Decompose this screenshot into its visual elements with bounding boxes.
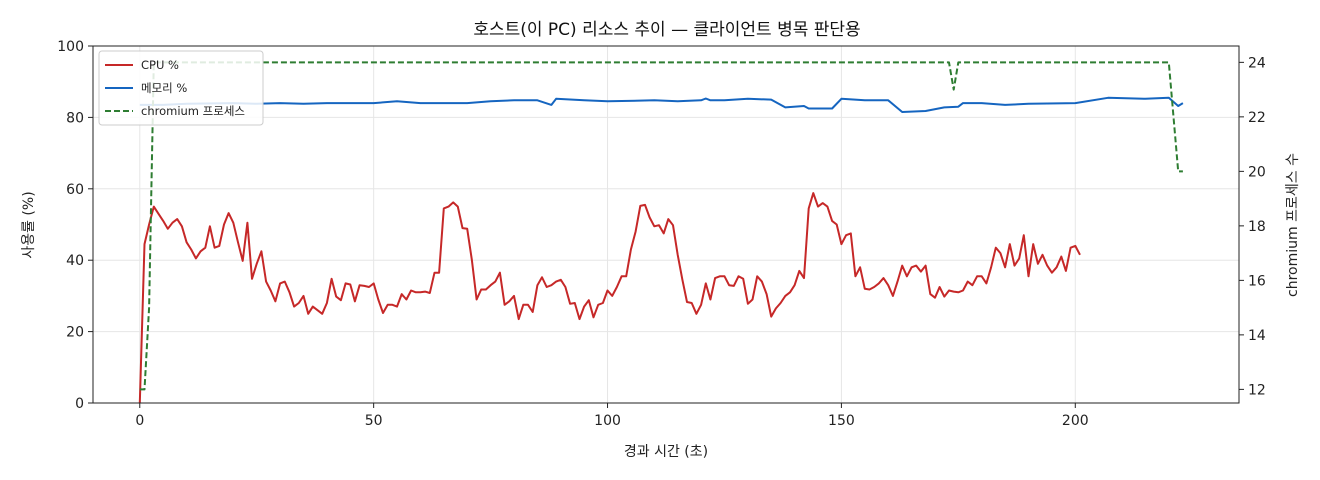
cpu-series-line	[138, 192, 1081, 404]
y2-tick-label: 18	[1248, 219, 1266, 235]
y2-tick-label: 12	[1248, 382, 1266, 398]
x-tick-label: 50	[365, 413, 383, 429]
y2-tick-label: 20	[1248, 164, 1266, 180]
chromium-series-line	[139, 61, 1183, 391]
y-tick-label: 40	[66, 253, 84, 269]
y2-tick-label: 14	[1248, 328, 1266, 344]
x-tick-label: 0	[135, 413, 144, 429]
y2-axis-label: chromium 프로세스 수	[1285, 153, 1301, 297]
y-tick-label: 80	[66, 110, 84, 126]
y2-tick-label: 22	[1248, 110, 1266, 126]
legend-box	[98, 50, 264, 126]
legend-label-cpu: CPU %	[141, 58, 179, 72]
x-axis-label: 경과 시간 (초)	[624, 444, 708, 460]
y-tick-label: 100	[57, 39, 84, 55]
plot-frame	[92, 45, 1240, 404]
y-tick-label: 0	[75, 396, 84, 412]
y2-tick-label: 16	[1248, 273, 1266, 289]
x-tick-label: 200	[1062, 413, 1089, 429]
legend-label-chromium: chromium 프로세스	[141, 104, 245, 118]
y-tick-label: 60	[66, 182, 84, 198]
series-layer	[138, 61, 1184, 404]
y-tick-label: 20	[66, 325, 84, 341]
x-tick-label: 100	[594, 413, 621, 429]
memory-series-line	[139, 96, 1184, 113]
legend: CPU % 메모리 % chromium 프로세스	[98, 50, 264, 126]
y-axis-label: 사용률 (%)	[21, 191, 37, 258]
tick-layer: 0 50 100 150 200 0 20 40 60 80 100 12 14 16 18 20 22 24	[57, 39, 1266, 429]
legend-label-memory: 메모리 %	[141, 81, 187, 95]
x-tick-label: 150	[828, 413, 855, 429]
chart-title: 호스트(이 PC) 리소스 추이 — 클라이언트 병목 판단용	[473, 20, 860, 40]
y2-tick-label: 24	[1248, 55, 1266, 71]
